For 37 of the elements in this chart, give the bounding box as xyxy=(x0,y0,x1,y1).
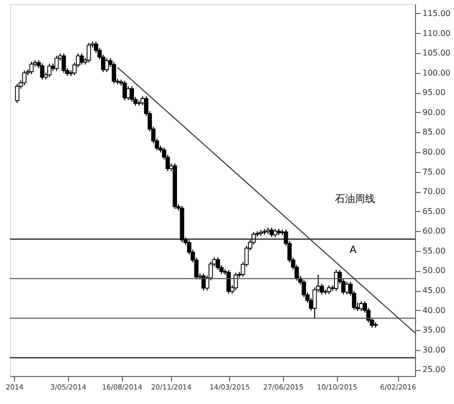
y-tick-label: 55.00 xyxy=(422,246,446,256)
candlestick xyxy=(54,55,59,72)
candlestick xyxy=(40,62,44,80)
y-tick-label: 95.00 xyxy=(422,88,446,98)
candlestick xyxy=(112,62,116,84)
y-tick-label: 115.00 xyxy=(422,9,450,18)
y-tick-label: 65.00 xyxy=(422,206,446,216)
y-tick-label: 40.00 xyxy=(422,306,446,315)
candlestick xyxy=(234,272,238,291)
candlestick xyxy=(130,86,134,102)
y-tick-label: 70.00 xyxy=(422,187,446,196)
y-tick-label: 85.00 xyxy=(422,128,446,137)
candlestick xyxy=(15,83,20,104)
annotation: 石油周线 xyxy=(335,193,375,205)
y-tick-label: 25.00 xyxy=(422,365,446,374)
y-tick-label: 60.00 xyxy=(422,226,446,236)
candlestick xyxy=(47,63,52,78)
candlestick xyxy=(226,269,231,294)
y-tick-label: 80.00 xyxy=(422,148,446,157)
y-tick-label: 100.00 xyxy=(422,68,450,78)
candlestick xyxy=(62,52,66,74)
y-tick-label: 110.00 xyxy=(422,28,450,38)
candlestick xyxy=(80,52,84,66)
y-tick-label: 50.00 xyxy=(422,266,446,276)
y-tick-label: 75.00 xyxy=(422,167,446,176)
y-tick-label: 30.00 xyxy=(422,345,446,354)
annotation: A xyxy=(350,245,357,256)
candlestick xyxy=(29,61,34,75)
candlestick xyxy=(104,58,109,73)
y-tick-label: 35.00 xyxy=(422,326,446,335)
candlestick xyxy=(86,42,91,64)
candlestick xyxy=(216,256,220,270)
y-tick-label: 45.00 xyxy=(422,286,446,296)
candlestick xyxy=(22,70,26,86)
candlestick xyxy=(122,80,127,101)
y-tick-label: 90.00 xyxy=(422,108,446,117)
y-tick-label: 105.00 xyxy=(422,48,450,58)
